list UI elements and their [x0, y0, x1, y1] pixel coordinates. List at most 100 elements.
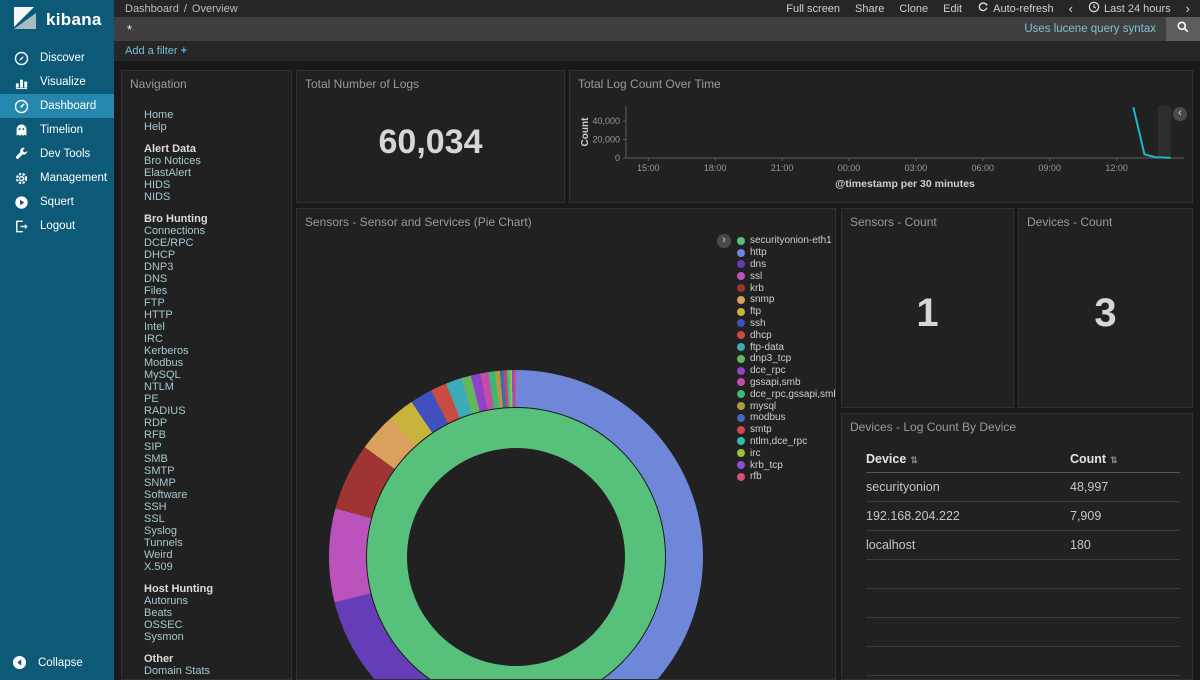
- legend-item[interactable]: snmp: [737, 294, 836, 306]
- nav-link-rdp[interactable]: RDP: [144, 417, 281, 429]
- nav-link-ftp[interactable]: FTP: [144, 297, 281, 309]
- sidebar-item-management[interactable]: Management: [0, 166, 114, 190]
- nav-link-pe[interactable]: PE: [144, 393, 281, 405]
- legend-item[interactable]: krb: [737, 282, 836, 294]
- nav-link-dns[interactable]: DNS: [144, 273, 281, 285]
- edit-button[interactable]: Edit: [943, 3, 962, 15]
- nav-link-dce-rpc[interactable]: DCE/RPC: [144, 237, 281, 249]
- nav-link-ntlm[interactable]: NTLM: [144, 381, 281, 393]
- nav-section-header: Bro Hunting: [144, 213, 281, 225]
- nav-link-hids[interactable]: HIDS: [144, 179, 281, 191]
- nav-link-rfb[interactable]: RFB: [144, 429, 281, 441]
- legend-item[interactable]: smtp: [737, 424, 836, 436]
- legend-label: rfb: [750, 471, 762, 482]
- nav-link-bro-notices[interactable]: Bro Notices: [144, 155, 281, 167]
- sidebar-item-dashboard[interactable]: Dashboard: [0, 94, 114, 118]
- nav-link-irc[interactable]: IRC: [144, 333, 281, 345]
- nav-link-tunnels[interactable]: Tunnels: [144, 537, 281, 549]
- sidebar-item-squert[interactable]: Squert: [0, 190, 114, 214]
- legend-item[interactable]: mysql: [737, 400, 836, 412]
- navigation-links: HomeHelpAlert DataBro NoticesElastAlertH…: [122, 97, 291, 677]
- nav-link-ssh[interactable]: SSH: [144, 501, 281, 513]
- nav-link-sysmon[interactable]: Sysmon: [144, 631, 281, 643]
- time-back-button[interactable]: ‹: [1069, 2, 1073, 15]
- legend-item[interactable]: irc: [737, 447, 836, 459]
- pie-legend-toggle-icon[interactable]: ›: [717, 234, 731, 248]
- nav-link-files[interactable]: Files: [144, 285, 281, 297]
- legend-color-dot: [737, 390, 745, 398]
- nav-link-modbus[interactable]: Modbus: [144, 357, 281, 369]
- nav-link-http[interactable]: HTTP: [144, 309, 281, 321]
- nav-link-autoruns[interactable]: Autoruns: [144, 595, 281, 607]
- nav-link-snmp[interactable]: SNMP: [144, 477, 281, 489]
- kibana-logo[interactable]: kibana: [0, 0, 114, 40]
- sidebar-item-visualize[interactable]: Visualize: [0, 70, 114, 94]
- legend-item[interactable]: rfb: [737, 471, 836, 483]
- legend-item[interactable]: dce_rpc,gssapi,smb: [737, 388, 836, 400]
- nav-link-intel[interactable]: Intel: [144, 321, 281, 333]
- sidebar-item-label: Logout: [40, 220, 75, 232]
- sidebar-item-discover[interactable]: Discover: [0, 46, 114, 70]
- nav-link-smtp[interactable]: SMTP: [144, 465, 281, 477]
- legend-item[interactable]: dce_rpc: [737, 365, 836, 377]
- nav-link-radius[interactable]: RADIUS: [144, 405, 281, 417]
- auto-refresh-button[interactable]: Auto-refresh: [977, 1, 1054, 16]
- legend-label: krb: [750, 283, 764, 294]
- column-header-count[interactable]: Count⇅: [1070, 446, 1180, 472]
- nav-link-help[interactable]: Help: [144, 121, 281, 133]
- legend-color-dot: [737, 461, 745, 469]
- sidebar-item-logout[interactable]: Logout: [0, 214, 114, 238]
- sidebar-item-dev-tools[interactable]: Dev Tools: [0, 142, 114, 166]
- nav-link-smb[interactable]: SMB: [144, 453, 281, 465]
- legend-item[interactable]: securityonion-eth1: [737, 235, 836, 247]
- legend-item[interactable]: ssh: [737, 318, 836, 330]
- legend-item[interactable]: modbus: [737, 412, 836, 424]
- time-forward-button[interactable]: ›: [1186, 2, 1190, 15]
- breadcrumb-dashboard[interactable]: Dashboard: [125, 3, 179, 15]
- time-range-button[interactable]: Last 24 hours: [1088, 1, 1171, 16]
- search-button[interactable]: [1166, 17, 1200, 41]
- clone-button[interactable]: Clone: [899, 3, 928, 15]
- legend-item[interactable]: dnp3_tcp: [737, 353, 836, 365]
- nav-link-syslog[interactable]: Syslog: [144, 525, 281, 537]
- legend-item[interactable]: dns: [737, 259, 836, 271]
- nav-link-elastalert[interactable]: ElastAlert: [144, 167, 281, 179]
- nav-link-home[interactable]: Home: [144, 109, 281, 121]
- nav-link-ssl[interactable]: SSL: [144, 513, 281, 525]
- legend-item[interactable]: krb_tcp: [737, 459, 836, 471]
- nav-link-weird[interactable]: Weird: [144, 549, 281, 561]
- sidebar-item-timelion[interactable]: Timelion: [0, 118, 114, 142]
- full-screen-button[interactable]: Full screen: [786, 3, 840, 15]
- legend-item[interactable]: gssapi,smb: [737, 377, 836, 389]
- legend-item[interactable]: ssl: [737, 270, 836, 282]
- nav-link-nids[interactable]: NIDS: [144, 191, 281, 203]
- donut-chart[interactable]: [329, 370, 703, 680]
- search-query-input[interactable]: [114, 22, 1024, 37]
- nav-link-ossec[interactable]: OSSEC: [144, 619, 281, 631]
- nav-link-dnp3[interactable]: DNP3: [144, 261, 281, 273]
- nav-link-mysql[interactable]: MySQL: [144, 369, 281, 381]
- nav-link-sip[interactable]: SIP: [144, 441, 281, 453]
- legend-item[interactable]: ntlm,dce_rpc: [737, 436, 836, 448]
- nav-link-beats[interactable]: Beats: [144, 607, 281, 619]
- chart-legend-toggle-icon[interactable]: ‹: [1173, 107, 1187, 121]
- legend-item[interactable]: dhcp: [737, 329, 836, 341]
- nav-link-kerberos[interactable]: Kerberos: [144, 345, 281, 357]
- legend-label: ssl: [750, 271, 762, 282]
- lucene-syntax-link[interactable]: Uses lucene query syntax: [1024, 23, 1156, 35]
- search-icon: [1176, 20, 1190, 39]
- collapse-icon: [12, 655, 27, 670]
- legend-item[interactable]: ftp-data: [737, 341, 836, 353]
- legend-item[interactable]: http: [737, 247, 836, 259]
- collapse-button[interactable]: Collapse: [0, 655, 83, 670]
- nav-link-software[interactable]: Software: [144, 489, 281, 501]
- legend-item[interactable]: ftp: [737, 306, 836, 318]
- table-row: 192.168.204.2227,909: [866, 501, 1180, 530]
- nav-link-domain-stats[interactable]: Domain Stats: [144, 665, 281, 677]
- column-header-device[interactable]: Device⇅: [866, 446, 1070, 472]
- nav-link-x-509[interactable]: X.509: [144, 561, 281, 573]
- nav-link-connections[interactable]: Connections: [144, 225, 281, 237]
- share-button[interactable]: Share: [855, 3, 884, 15]
- add-filter-button[interactable]: Add a filter +: [125, 45, 187, 57]
- nav-link-dhcp[interactable]: DHCP: [144, 249, 281, 261]
